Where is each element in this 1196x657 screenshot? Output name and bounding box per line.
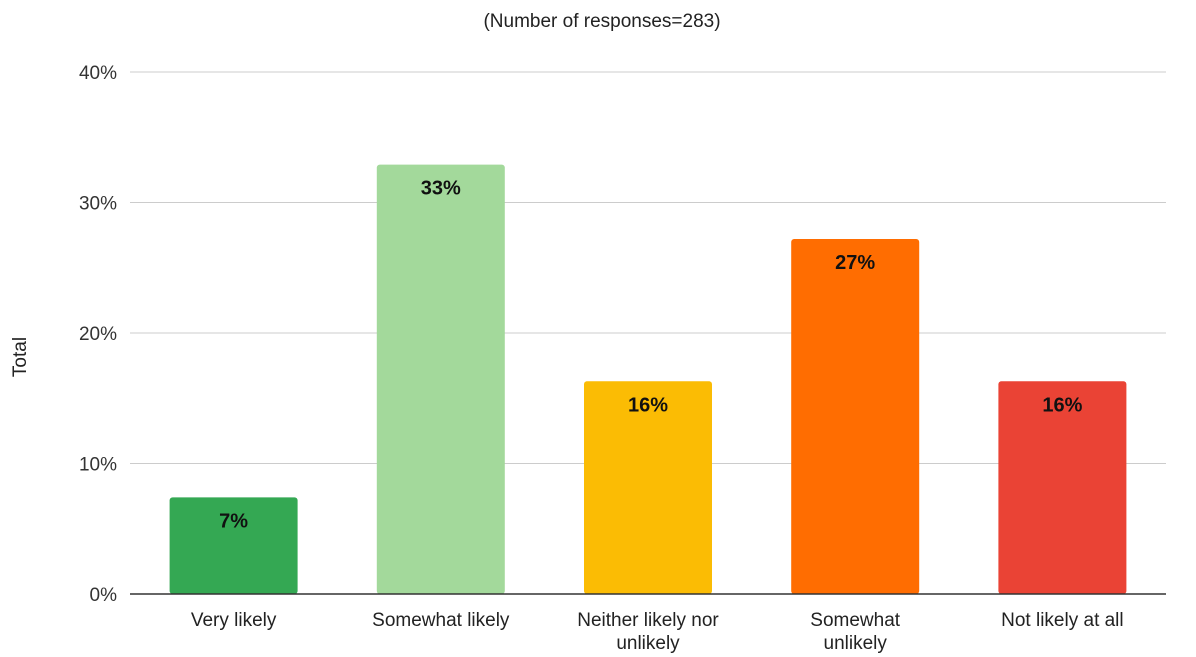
x-tick-label: Not likely at all [1001, 610, 1124, 631]
x-tick-label: unlikely [824, 633, 888, 654]
y-tick-label: 40% [79, 63, 117, 84]
y-tick-label: 20% [79, 324, 117, 345]
y-tick-label: 10% [79, 455, 117, 476]
data-label: 16% [628, 394, 668, 416]
x-tick-label: unlikely [616, 633, 680, 654]
bar [376, 164, 505, 594]
data-label: 16% [1042, 394, 1082, 416]
chart-subtitle: (Number of responses=283) [483, 11, 720, 32]
bar [169, 497, 298, 594]
y-tick-label: 0% [90, 585, 118, 606]
data-label: 33% [421, 178, 461, 200]
data-label: 7% [219, 510, 248, 532]
y-tick-label: 30% [79, 194, 117, 215]
bar [791, 239, 920, 595]
bar [584, 381, 712, 594]
x-tick-labels: Very likely Somewhat likely Neither likely… [191, 610, 1124, 654]
x-tick-label: Somewhat likely [372, 610, 510, 631]
x-tick-label: Neither likely nor [577, 610, 719, 631]
y-axis-title: Total [10, 337, 31, 377]
bars [169, 164, 1127, 595]
bar [998, 381, 1127, 594]
x-tick-label: Very likely [191, 610, 277, 631]
data-label: 27% [835, 252, 875, 274]
y-tick-labels: 0% 10% 20% 30% 40% [79, 63, 117, 606]
data-labels: 7% 33% 16% 27% 16% [219, 178, 1082, 533]
x-tick-label: Somewhat [810, 610, 900, 631]
